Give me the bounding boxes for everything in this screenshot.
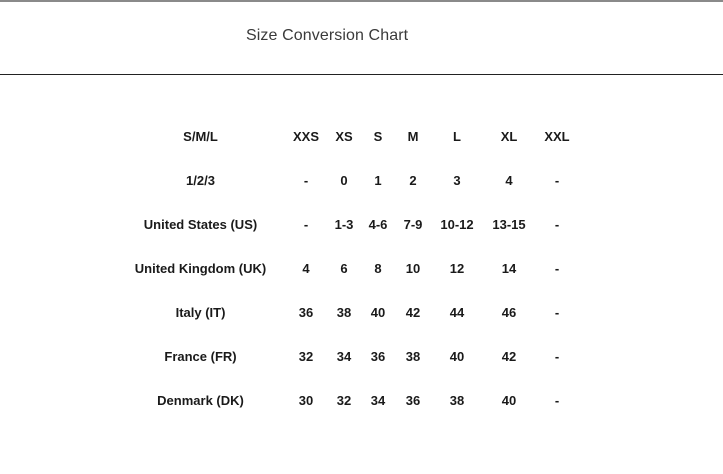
row-label: France (FR): [164, 348, 237, 364]
table-cell: 38: [449, 392, 465, 408]
table-cell: -: [554, 216, 560, 232]
table-cell: 40: [501, 392, 517, 408]
row-label: United States (US): [143, 216, 258, 232]
table-row-uk: United Kingdom (UK) 4 6 8 10 12 14 -: [118, 246, 581, 290]
table-cell: 4: [302, 260, 310, 276]
table-row-dk: Denmark (DK) 30 32 34 36 38 40 -: [118, 378, 581, 422]
column-header-xxl: XXL: [544, 128, 570, 144]
table-cell: 42: [405, 304, 421, 320]
table-cell: -: [554, 172, 560, 188]
table-cell: 32: [298, 348, 314, 364]
column-header-xl: XL: [500, 128, 518, 144]
table-cell: 38: [336, 304, 352, 320]
table-cell: 13-15: [492, 216, 526, 232]
row-label: Denmark (DK): [157, 392, 244, 408]
table-cell: -: [303, 216, 309, 232]
table-cell: 38: [405, 348, 421, 364]
table-cell: 36: [298, 304, 314, 320]
table-cell: 0: [340, 172, 348, 188]
table-cell: 3: [453, 172, 461, 188]
table-cell: 40: [449, 348, 465, 364]
table-cell: 12: [449, 260, 465, 276]
table-cell: 44: [449, 304, 465, 320]
column-header-s-m-l: S/M/L: [183, 128, 218, 144]
column-header-xxs: XXS: [292, 128, 319, 144]
table-header-row: S/M/L XXS XS S M L XL XXL: [118, 114, 581, 158]
row-label: Italy (IT): [175, 304, 226, 320]
table-cell: 34: [370, 392, 386, 408]
modal-title: Size Conversion Chart: [246, 27, 409, 44]
row-label: United Kingdom (UK): [134, 260, 267, 276]
table-row-fr: France (FR) 32 34 36 38 40 42 -: [118, 334, 581, 378]
table-cell: 6: [340, 260, 348, 276]
top-border: [0, 0, 723, 2]
size-conversion-table: S/M/L XXS XS S M L XL XXL 1/2/3 - 0 1 2 …: [118, 114, 581, 422]
table-cell: 7-9: [403, 216, 423, 232]
table-cell: 4-6: [368, 216, 388, 232]
column-header-s: S: [373, 128, 383, 144]
table-row-it: Italy (IT) 36 38 40 42 44 46 -: [118, 290, 581, 334]
modal-header: Size Conversion Chart: [0, 2, 723, 74]
table-cell: 36: [370, 348, 386, 364]
table-cell: -: [554, 392, 560, 408]
table-cell: -: [554, 348, 560, 364]
table-cell: 40: [370, 304, 386, 320]
row-label: 1/2/3: [186, 172, 215, 188]
table-cell: 14: [501, 260, 517, 276]
table-cell: 46: [501, 304, 517, 320]
table-cell: 10-12: [440, 216, 474, 232]
table-row-numeric: 1/2/3 - 0 1 2 3 4 -: [118, 158, 581, 202]
table-cell: 8: [374, 260, 382, 276]
table-cell: 4: [505, 172, 513, 188]
table-cell: 1-3: [334, 216, 354, 232]
table-cell: 1: [374, 172, 382, 188]
table-cell: -: [554, 304, 560, 320]
column-header-l: L: [453, 128, 461, 144]
table-cell: 34: [336, 348, 352, 364]
table-cell: 42: [501, 348, 517, 364]
table-cell: 10: [405, 260, 421, 276]
table-row-us: United States (US) - 1-3 4-6 7-9 10-12 1…: [118, 202, 581, 246]
table-cell: -: [303, 172, 309, 188]
table-cell: 36: [405, 392, 421, 408]
header-divider: [0, 74, 723, 75]
column-header-m: M: [407, 128, 419, 144]
table-cell: 2: [409, 172, 417, 188]
table-cell: 30: [298, 392, 314, 408]
table-cell: -: [554, 260, 560, 276]
column-header-xs: XS: [335, 128, 353, 144]
table-cell: 32: [336, 392, 352, 408]
